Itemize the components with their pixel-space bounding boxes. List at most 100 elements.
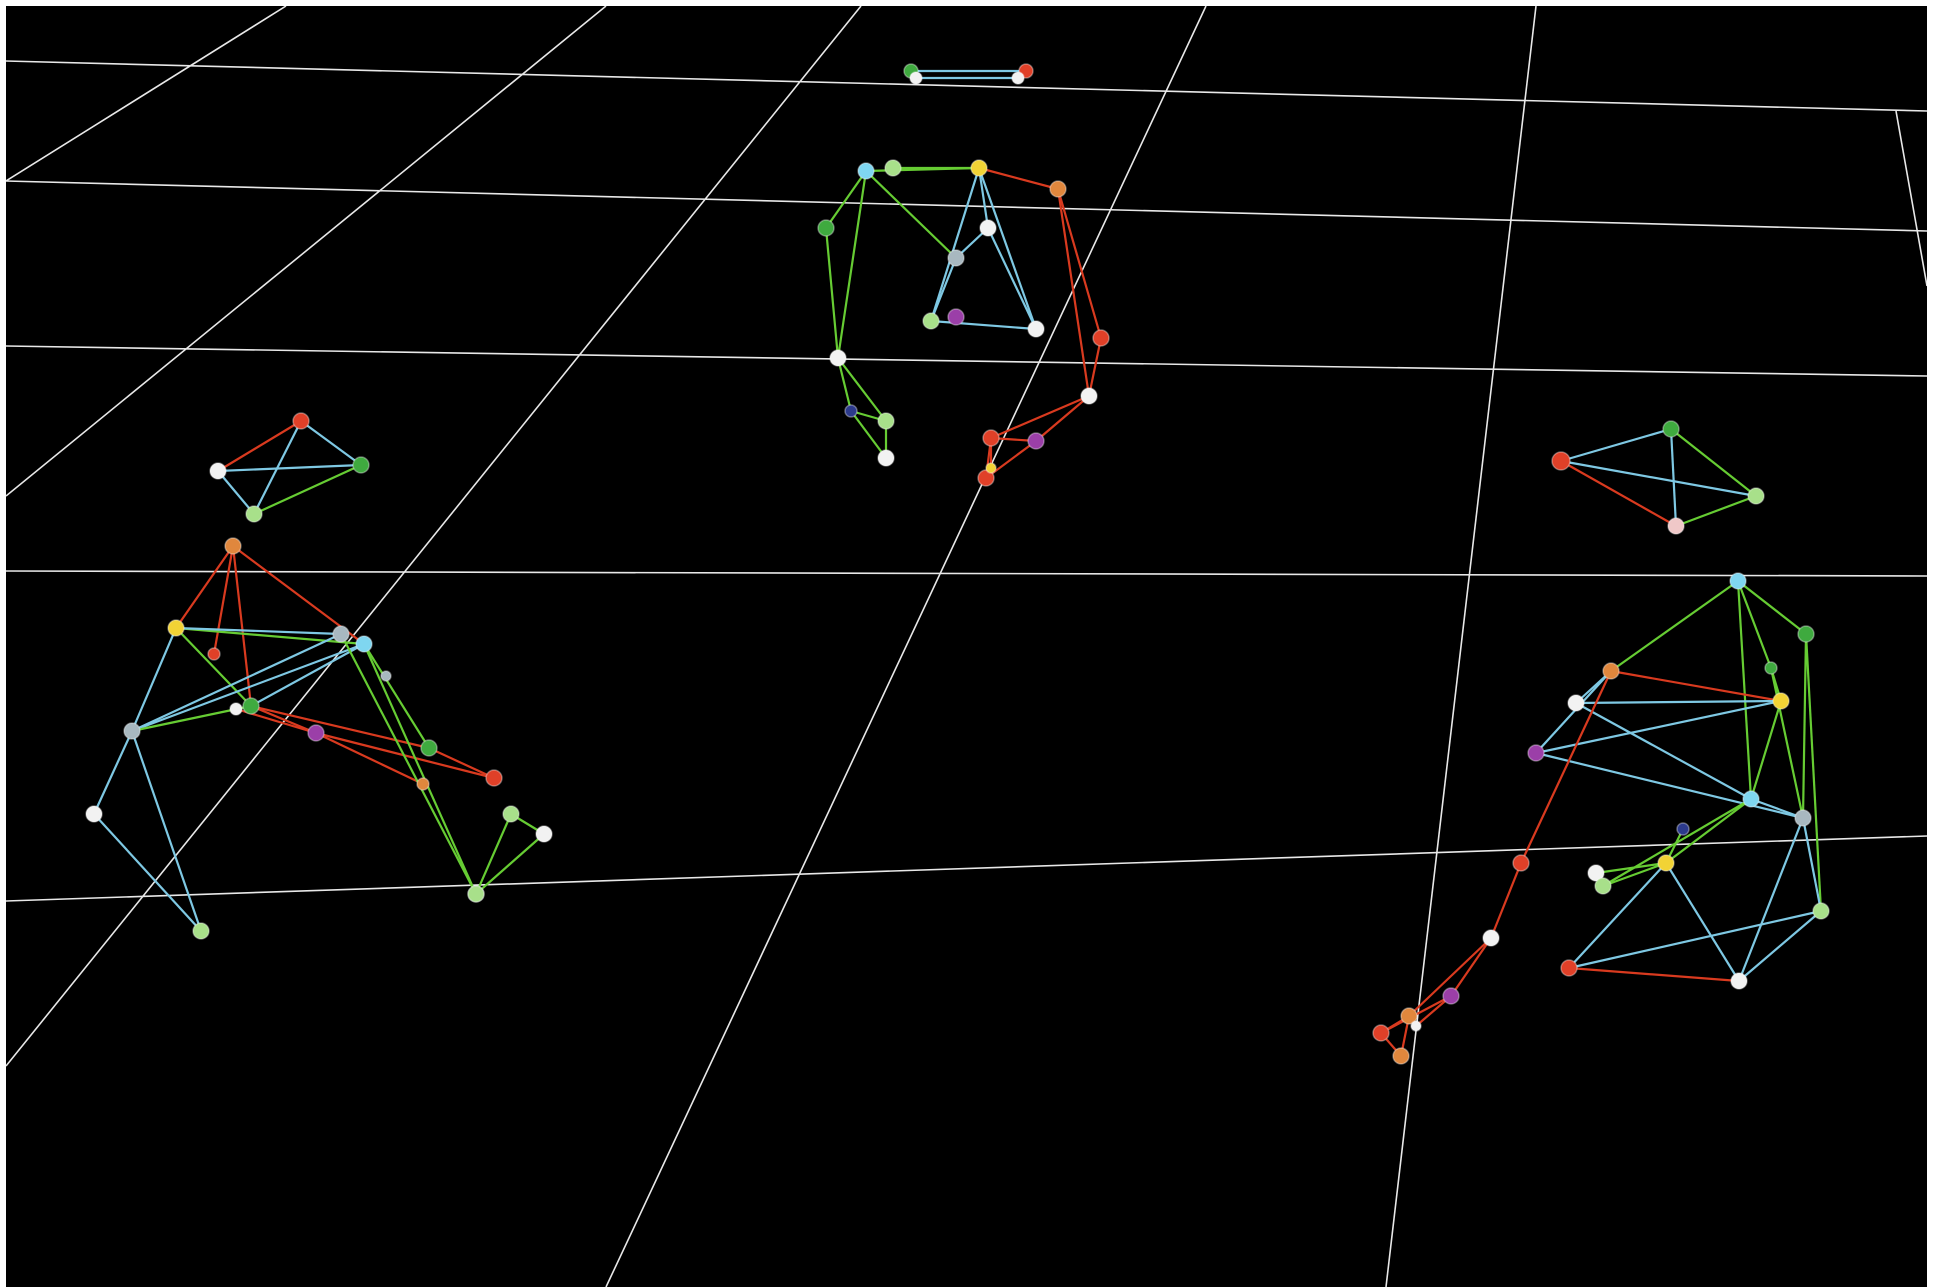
joint-marker[interactable] — [1667, 517, 1685, 535]
skeleton-bone — [836, 357, 853, 412]
skeleton-bone — [217, 420, 302, 472]
skeleton-bone — [1670, 428, 1757, 497]
skeleton-bone — [175, 545, 234, 629]
skeleton-top[interactable] — [817, 63, 1110, 487]
joint-marker[interactable] — [947, 249, 965, 267]
skeleton-bottom-right[interactable] — [1372, 572, 1830, 1065]
joint-marker[interactable] — [502, 805, 520, 823]
3d-viewport[interactable] — [6, 6, 1927, 1287]
joint-marker[interactable] — [1729, 572, 1747, 590]
grid-line — [6, 570, 1927, 577]
joint-marker[interactable] — [167, 619, 185, 637]
joint-marker[interactable] — [380, 670, 392, 682]
joint-marker[interactable] — [1730, 972, 1748, 990]
joint-marker[interactable] — [884, 159, 902, 177]
joint-marker[interactable] — [1812, 902, 1830, 920]
joint-marker[interactable] — [977, 469, 995, 487]
joint-marker[interactable] — [307, 724, 325, 742]
joint-marker[interactable] — [420, 739, 438, 757]
skeleton-bone — [315, 732, 424, 785]
joint-marker[interactable] — [1049, 180, 1067, 198]
joint-marker[interactable] — [229, 702, 243, 716]
skeleton-bone — [92, 730, 134, 815]
skeleton-left[interactable] — [85, 412, 553, 940]
joint-marker[interactable] — [535, 825, 553, 843]
joint-marker[interactable] — [1011, 71, 1025, 85]
skeleton-bone — [1801, 633, 1808, 819]
skeleton-right[interactable] — [1551, 420, 1765, 535]
skeleton-bone — [1575, 699, 1782, 705]
joint-marker[interactable] — [1742, 790, 1760, 808]
skeleton-bone — [363, 643, 430, 749]
joint-marker[interactable] — [1657, 854, 1675, 872]
joint-marker[interactable] — [1551, 451, 1571, 471]
skeleton-bone — [1595, 861, 1667, 875]
joint-marker[interactable] — [416, 777, 430, 791]
joint-marker[interactable] — [485, 769, 503, 787]
joint-marker[interactable] — [1092, 329, 1110, 347]
joint-marker[interactable] — [242, 697, 260, 715]
skeleton-bone — [253, 463, 362, 516]
joint-marker[interactable] — [209, 462, 227, 480]
joint-marker[interactable] — [1567, 694, 1585, 712]
joint-marker[interactable] — [332, 625, 350, 643]
skeleton-bone — [1520, 670, 1612, 864]
joint-marker[interactable] — [245, 505, 263, 523]
skeleton-bone — [1408, 937, 1492, 1017]
joint-marker[interactable] — [844, 404, 858, 418]
joint-marker[interactable] — [1482, 929, 1500, 947]
joint-marker[interactable] — [1560, 959, 1578, 977]
joint-marker[interactable] — [467, 885, 485, 903]
joint-marker[interactable] — [1594, 877, 1612, 895]
joint-marker[interactable] — [1027, 320, 1045, 338]
joint-marker[interactable] — [292, 412, 310, 430]
joint-marker[interactable] — [207, 647, 221, 661]
scene-canvas[interactable] — [6, 6, 1927, 1287]
joint-marker[interactable] — [817, 219, 835, 237]
joint-marker[interactable] — [1512, 854, 1530, 872]
joint-marker[interactable] — [985, 462, 997, 474]
joint-marker[interactable] — [1392, 1047, 1410, 1065]
skeleton-bone — [1489, 862, 1523, 939]
joint-marker[interactable] — [877, 449, 895, 467]
joint-marker[interactable] — [829, 349, 847, 367]
joint-marker[interactable] — [909, 71, 923, 85]
joint-marker[interactable] — [1797, 625, 1815, 643]
joint-marker[interactable] — [224, 537, 242, 555]
joint-marker[interactable] — [1764, 661, 1778, 675]
skeleton-bone — [1450, 937, 1492, 997]
joint-marker[interactable] — [1372, 1024, 1390, 1042]
joint-marker[interactable] — [1662, 420, 1680, 438]
joint-marker[interactable] — [947, 308, 965, 326]
joint-marker[interactable] — [123, 722, 141, 740]
joint-marker[interactable] — [1527, 744, 1545, 762]
joint-marker[interactable] — [877, 412, 895, 430]
joint-marker[interactable] — [1602, 662, 1620, 680]
floor-grid — [6, 6, 1927, 1287]
skeleton-bone — [253, 420, 302, 515]
joint-marker[interactable] — [355, 635, 373, 653]
joint-marker[interactable] — [1772, 692, 1790, 710]
skeleton-bone — [250, 704, 317, 735]
joint-marker[interactable] — [85, 805, 103, 823]
joint-marker[interactable] — [1676, 822, 1690, 836]
joint-marker[interactable] — [1587, 864, 1605, 882]
scene-background — [6, 6, 1927, 1287]
joint-marker[interactable] — [1794, 809, 1812, 827]
joint-marker[interactable] — [1027, 432, 1045, 450]
joint-marker[interactable] — [1410, 1020, 1422, 1032]
skeleton-bone — [1035, 395, 1090, 442]
joint-marker[interactable] — [970, 159, 988, 177]
joint-marker[interactable] — [922, 312, 940, 330]
joint-marker[interactable] — [982, 429, 1000, 447]
joint-marker[interactable] — [1747, 487, 1765, 505]
joint-marker[interactable] — [192, 922, 210, 940]
joint-marker[interactable] — [1400, 1007, 1418, 1025]
skeleton-bone — [175, 627, 252, 707]
skeleton-bone — [1610, 580, 1739, 672]
joint-marker[interactable] — [857, 162, 875, 180]
joint-marker[interactable] — [1442, 987, 1460, 1005]
joint-marker[interactable] — [352, 456, 370, 474]
joint-marker[interactable] — [1080, 387, 1098, 405]
joint-marker[interactable] — [979, 219, 997, 237]
